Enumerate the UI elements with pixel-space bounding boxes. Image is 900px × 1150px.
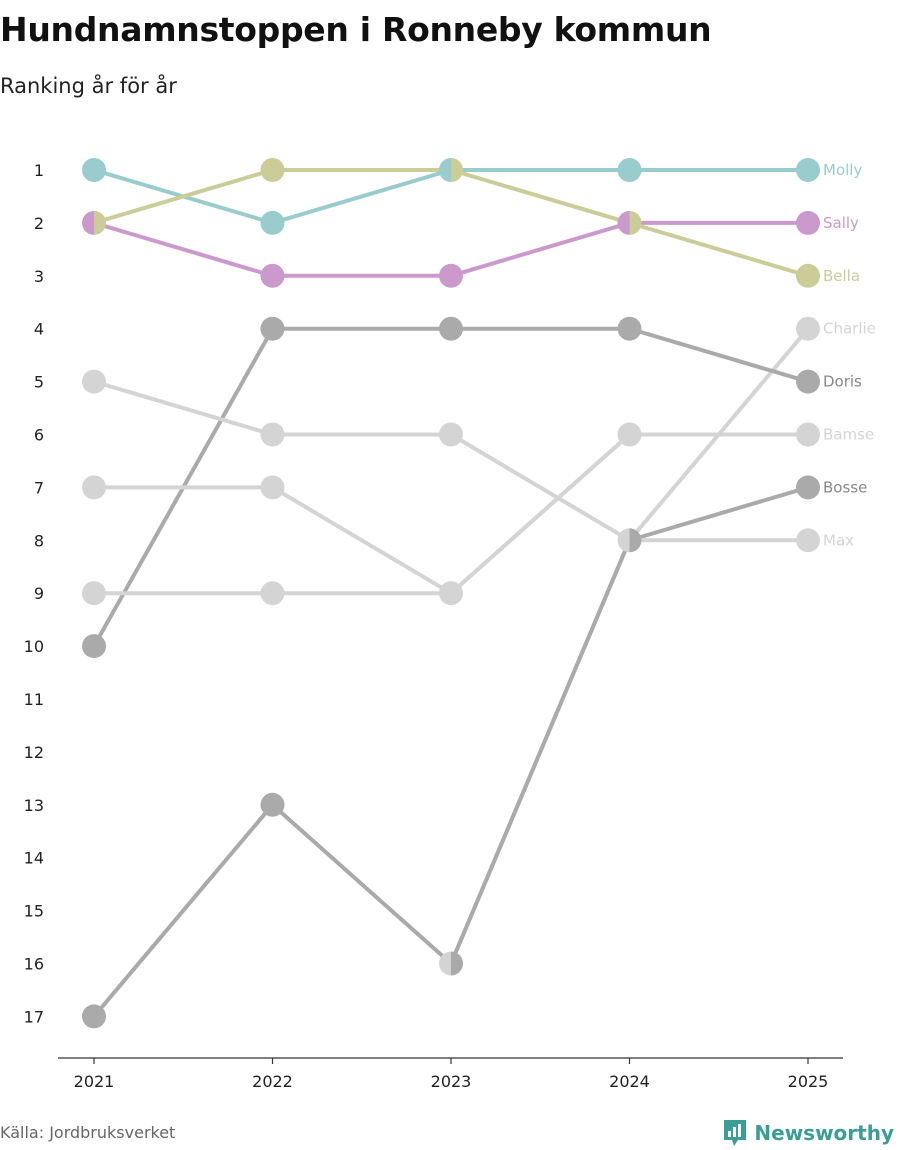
data-point-sally <box>82 210 94 235</box>
series-line-unnamed <box>92 432 632 596</box>
series-label-max: Max <box>823 531 854 549</box>
x-tick-label: 2024 <box>609 1072 650 1091</box>
y-tick-label: 16 <box>24 955 44 974</box>
y-tick-label: 5 <box>34 373 44 392</box>
chart-subtitle: Ranking år för år <box>0 74 177 98</box>
x-tick-label: 2023 <box>431 1072 472 1091</box>
data-point-bosse <box>451 951 464 976</box>
newsworthy-icon <box>724 1120 747 1146</box>
y-tick-label: 13 <box>24 796 44 815</box>
data-point-charlie <box>617 528 630 553</box>
data-point-bosse <box>629 528 642 553</box>
y-tick-label: 15 <box>24 902 44 921</box>
series-label-sally: Sally <box>823 214 859 232</box>
data-point-bosse <box>260 792 285 817</box>
series-label-bella: Bella <box>823 267 860 285</box>
y-tick-label: 11 <box>24 690 44 709</box>
x-axis: 2021 2022 2023 2024 2025 <box>58 1057 843 1091</box>
data-point-bamse <box>439 581 451 606</box>
series-line-max <box>92 379 810 543</box>
series-label-bosse: Bosse <box>823 478 867 496</box>
series-label-bamse: Bamse <box>823 426 874 444</box>
chart-title: Hundnamnstoppen i Ronneby kommun <box>0 10 712 49</box>
data-point-charlie <box>439 951 451 976</box>
y-tick-label: 10 <box>24 637 44 656</box>
data-point-molly <box>82 158 106 182</box>
data-point-molly <box>796 158 820 182</box>
data-point-bosse <box>82 1004 106 1029</box>
source-note: Källa: Jordbruksverket <box>0 1123 176 1142</box>
data-point-doris <box>260 316 285 341</box>
data-point-bamse <box>82 581 106 606</box>
y-tick-label: 8 <box>34 531 44 550</box>
data-point-doris <box>439 316 463 341</box>
data-point-sally <box>796 210 820 235</box>
y-tick-label: 12 <box>24 743 44 762</box>
brand-name: Newsworthy <box>754 1121 894 1145</box>
x-tick-label: 2022 <box>252 1072 293 1091</box>
data-point-charlie <box>796 316 820 341</box>
data-point-doris <box>796 369 820 394</box>
data-point-unnamed <box>629 422 642 447</box>
series-line-bosse <box>92 485 810 1019</box>
newsworthy-logo[interactable]: Newsworthy <box>722 1118 894 1148</box>
series-label-doris: Doris <box>823 373 862 391</box>
data-point-max <box>82 369 106 394</box>
series-label-molly: Molly <box>823 161 862 179</box>
data-point-bamse <box>617 422 630 447</box>
data-point-doris <box>82 634 106 659</box>
data-point-sally <box>260 263 285 288</box>
y-tick-label: 9 <box>34 584 44 603</box>
y-tick-label: 3 <box>34 267 44 286</box>
data-point-bosse <box>796 475 820 500</box>
data-point-unnamed <box>260 475 285 500</box>
series-points <box>82 158 820 1029</box>
data-point-bella <box>451 158 463 182</box>
data-point-bamse <box>796 422 820 447</box>
y-tick-label: 6 <box>34 426 44 445</box>
data-point-bella <box>796 263 820 288</box>
x-tick-label: 2021 <box>74 1072 115 1091</box>
data-point-bella <box>94 210 107 235</box>
data-point-max <box>796 528 820 553</box>
data-point-max <box>260 422 285 447</box>
data-point-molly <box>617 158 642 182</box>
data-point-molly <box>439 158 451 182</box>
y-tick-label: 7 <box>34 478 44 497</box>
data-point-molly <box>260 210 285 235</box>
data-point-unnamed <box>82 475 106 500</box>
y-tick-label: 1 <box>34 161 44 180</box>
data-point-unnamed <box>451 581 464 606</box>
x-tick-label: 2025 <box>788 1072 829 1091</box>
data-point-bamse <box>260 581 285 606</box>
data-point-bella <box>629 210 642 235</box>
data-point-max <box>439 422 463 447</box>
y-tick-label: 14 <box>24 849 44 868</box>
data-point-bella <box>260 158 285 182</box>
data-point-sally <box>439 263 463 288</box>
data-point-sally <box>617 210 630 235</box>
series-label-charlie: Charlie <box>823 320 876 338</box>
data-point-doris <box>617 316 642 341</box>
series-end-labels: Molly Sally Bella Charlie Doris Bamse Bosse Max <box>823 161 876 549</box>
y-tick-label: 17 <box>24 1007 44 1026</box>
y-tick-label: 4 <box>34 320 44 339</box>
y-tick-label: 2 <box>34 214 44 233</box>
